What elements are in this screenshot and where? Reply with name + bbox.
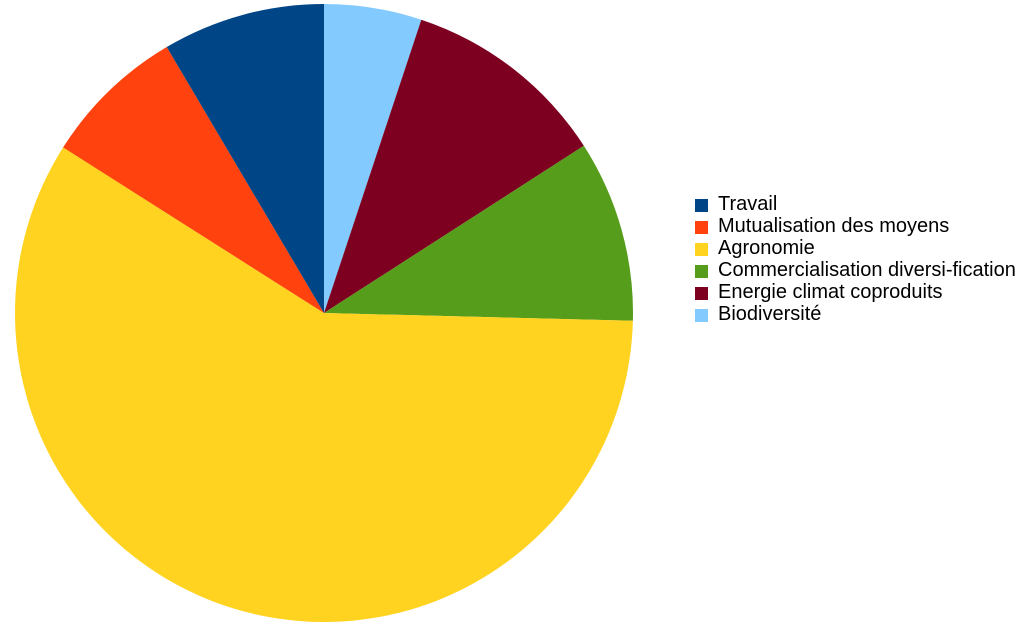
pie-slice-biodiversit (324, 4, 422, 313)
legend-item-mutualisation: Mutualisation des moyens (695, 215, 1025, 237)
pie-slice-mutualisation-des-moyens (63, 47, 324, 313)
pie-chart (14, 4, 633, 622)
legend-item-travail: Travail (695, 193, 1025, 215)
legend-item-commercialisation: Commercialisation diversi-fication (695, 259, 1025, 281)
pie-slice-travail (166, 4, 324, 313)
legend-swatch-energie (695, 287, 708, 300)
legend-label-mutualisation: Mutualisation des moyens (718, 215, 950, 237)
chart-legend: Travail Mutualisation des moyens Agronom… (695, 193, 1025, 325)
legend-label-travail: Travail (718, 193, 778, 215)
pie-slice-energie-climat-coproduits (324, 19, 584, 313)
legend-label-energie: Energie climat coproduits (718, 281, 943, 303)
legend-label-commercialisation: Commercialisation diversi-fication (718, 259, 1016, 281)
legend-swatch-agronomie (695, 243, 708, 256)
legend-swatch-commercialisation (695, 265, 708, 278)
legend-item-agronomie: Agronomie (695, 237, 1025, 259)
legend-item-energie: Energie climat coproduits (695, 281, 1025, 303)
legend-swatch-biodiversite (695, 309, 708, 322)
legend-label-biodiversite: Biodiversité (718, 303, 822, 325)
pie-slice-commercialisation-diversi-fication (324, 145, 633, 321)
legend-label-agronomie: Agronomie (718, 237, 815, 259)
legend-swatch-mutualisation (695, 221, 708, 234)
legend-item-biodiversite: Biodiversité (695, 303, 1025, 325)
pie-slices (14, 4, 633, 622)
legend-swatch-travail (695, 199, 708, 212)
pie-slice-agronomie (14, 147, 633, 622)
